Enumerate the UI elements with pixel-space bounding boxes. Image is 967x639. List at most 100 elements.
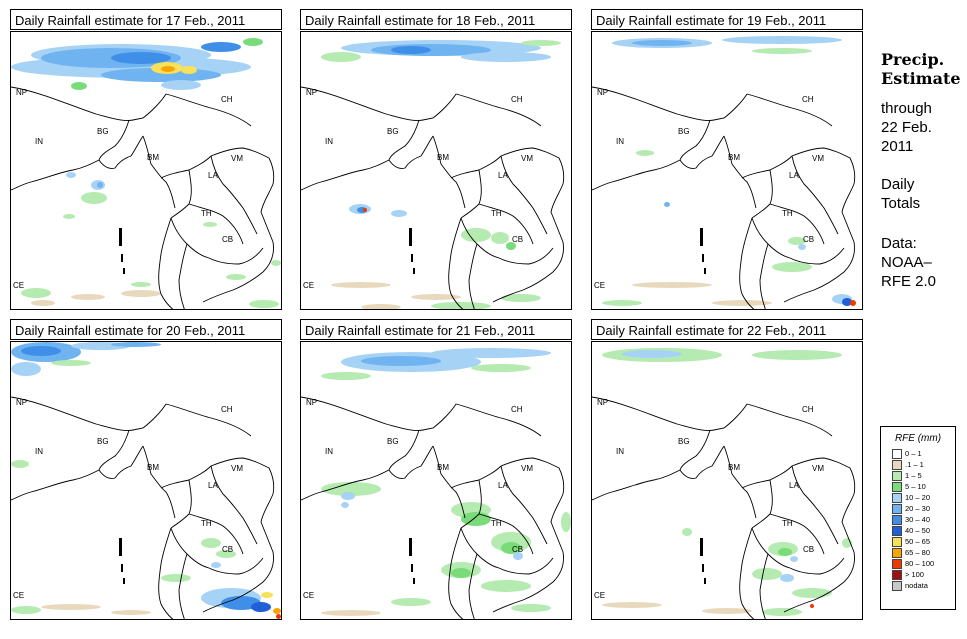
country-border bbox=[388, 135, 434, 169]
country-border bbox=[165, 93, 252, 127]
country-label: LA bbox=[498, 481, 508, 490]
rainfall-patch bbox=[201, 42, 241, 52]
panel-title: Daily Rainfall estimate for 17 Feb., 201… bbox=[10, 9, 282, 30]
map-panel-17feb: Daily Rainfall estimate for 17 Feb., 201… bbox=[10, 9, 282, 311]
country-border bbox=[739, 527, 755, 619]
island bbox=[704, 578, 706, 584]
panel-title: Daily Rainfall estimate for 18 Feb., 201… bbox=[300, 9, 572, 30]
rainfall-patch bbox=[391, 46, 431, 54]
rainfall-patch bbox=[842, 298, 852, 306]
heading-line: Estimate bbox=[881, 69, 961, 88]
country-border bbox=[468, 553, 478, 619]
country-label: CE bbox=[594, 281, 605, 290]
rainfall-patch bbox=[752, 568, 782, 580]
country-border bbox=[723, 135, 757, 209]
country-border bbox=[98, 445, 144, 479]
rainfall-patch bbox=[790, 556, 798, 562]
panel-title: Daily Rainfall estimate for 21 Feb., 201… bbox=[300, 319, 572, 340]
legend-label: 30 – 40 bbox=[905, 515, 931, 524]
rainfall-patch bbox=[361, 356, 441, 366]
country-border bbox=[769, 203, 825, 245]
rainfall-patch bbox=[321, 610, 381, 616]
country-label: CH bbox=[221, 405, 233, 414]
country-border bbox=[759, 553, 769, 619]
country-label: IN bbox=[325, 447, 333, 456]
country-border bbox=[679, 135, 725, 169]
country-label: CB bbox=[222, 545, 233, 554]
country-border bbox=[301, 469, 390, 501]
rainfall-patch bbox=[521, 40, 561, 46]
panel-title: Daily Rainfall estimate for 19 Feb., 201… bbox=[591, 9, 863, 30]
country-label: CB bbox=[512, 235, 523, 244]
island bbox=[123, 268, 125, 274]
country-border bbox=[500, 147, 565, 185]
rainfall-patch bbox=[461, 228, 491, 242]
country-label: VM bbox=[812, 464, 824, 473]
country-border bbox=[751, 479, 773, 529]
rainfall-patch bbox=[21, 288, 51, 298]
rainfall-patch bbox=[363, 208, 367, 212]
country-border bbox=[791, 465, 839, 545]
country-border bbox=[170, 169, 192, 219]
country-border bbox=[783, 581, 845, 613]
country-border bbox=[789, 247, 845, 265]
island bbox=[411, 564, 413, 572]
rainfall-patch bbox=[461, 512, 491, 526]
source-line: NOAA– bbox=[881, 254, 932, 271]
country-border bbox=[478, 203, 534, 245]
country-label: CB bbox=[803, 235, 814, 244]
country-label: BG bbox=[387, 437, 399, 446]
country-border bbox=[432, 135, 466, 209]
country-label: TH bbox=[782, 519, 793, 528]
country-border bbox=[98, 429, 130, 471]
country-border bbox=[841, 493, 855, 583]
rainfall-patch bbox=[63, 214, 75, 219]
country-label: CH bbox=[511, 95, 523, 104]
country-border bbox=[188, 203, 244, 245]
country-label: CH bbox=[802, 405, 814, 414]
country-border bbox=[388, 445, 434, 479]
rainfall-patch bbox=[361, 304, 401, 309]
island bbox=[409, 538, 412, 556]
country-border bbox=[789, 557, 845, 575]
legend-swatch bbox=[892, 580, 902, 591]
country-border bbox=[455, 403, 542, 437]
rainfall-patch bbox=[111, 52, 171, 64]
date-line: 22 Feb. bbox=[881, 119, 932, 136]
country-border bbox=[160, 465, 212, 489]
rainfall-patch bbox=[561, 512, 571, 532]
rainfall-patch bbox=[31, 300, 55, 306]
country-border bbox=[550, 183, 564, 273]
country-label: TH bbox=[782, 209, 793, 218]
country-label: TH bbox=[491, 519, 502, 528]
legend-item: .1 – 1 bbox=[892, 459, 955, 470]
rainfall-patch bbox=[71, 294, 105, 300]
rainfall-patch bbox=[788, 237, 806, 245]
panel-title: Daily Rainfall estimate for 22 Feb., 201… bbox=[591, 319, 863, 340]
rainfall-patch bbox=[321, 52, 361, 62]
country-border bbox=[741, 465, 793, 489]
country-border bbox=[142, 135, 176, 209]
country-border bbox=[208, 557, 264, 575]
data-line: Data: bbox=[881, 235, 917, 252]
legend-item: 65 – 80 bbox=[892, 547, 955, 558]
legend-swatch bbox=[892, 459, 902, 470]
rainfall-patch bbox=[632, 282, 712, 288]
legend-item: 1 – 5 bbox=[892, 470, 955, 481]
country-label: BM bbox=[147, 153, 159, 162]
country-border bbox=[791, 457, 856, 495]
country-label: BG bbox=[97, 127, 109, 136]
country-border bbox=[98, 135, 144, 169]
rainfall-patch bbox=[481, 580, 531, 592]
rainfall-patch bbox=[203, 222, 217, 227]
country-label: NP bbox=[16, 88, 27, 97]
rainfall-patch bbox=[752, 48, 812, 54]
legend-item: nodata bbox=[892, 580, 955, 591]
country-label: IN bbox=[616, 137, 624, 146]
country-label: CB bbox=[512, 545, 523, 554]
island bbox=[119, 538, 122, 556]
legend-item: 50 – 65 bbox=[892, 536, 955, 547]
country-label: VM bbox=[521, 464, 533, 473]
rainfall-patch bbox=[506, 242, 516, 250]
country-border bbox=[260, 493, 274, 583]
